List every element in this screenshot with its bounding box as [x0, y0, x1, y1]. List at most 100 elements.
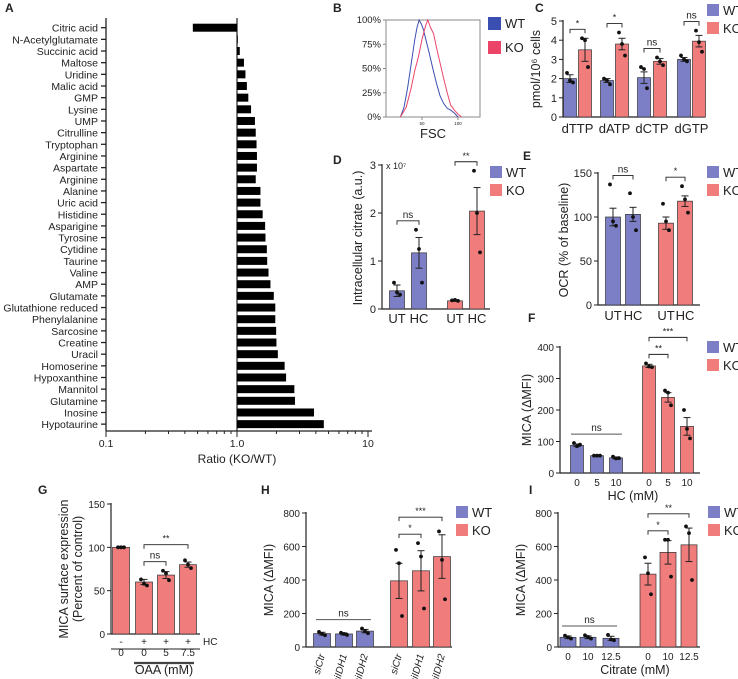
g-hc-indicator: + [163, 637, 169, 648]
f-data-point [666, 390, 670, 395]
h-y-tick-label: 0 [294, 643, 300, 654]
f-bar-group [642, 361, 656, 474]
a-category-label: Glutamate [50, 291, 99, 303]
c-y-axis-label: pmol/10⁶ cells [529, 30, 543, 108]
a-category-label: Sarcosine [51, 326, 98, 338]
e-data-point [634, 228, 638, 233]
a-category-label: Asparigine [48, 221, 98, 233]
a-bar [237, 70, 246, 79]
f-data-point [592, 453, 596, 458]
c-legend-label: WT [723, 3, 738, 18]
c-data-point [639, 65, 643, 69]
f-bar-ko [661, 397, 675, 474]
i-x-tick-label: 12.5 [679, 652, 699, 663]
h-bar-group [335, 630, 353, 648]
h-data-point [443, 597, 447, 602]
c-significance-label: ns [686, 11, 697, 22]
d-data-point [395, 290, 399, 295]
a-bar [237, 350, 278, 359]
a-category-label: Homoserine [41, 361, 98, 373]
i-data-point [583, 633, 587, 638]
c-data-point [586, 65, 590, 69]
e-y-axis-label: OCR (% of baseline) [557, 183, 571, 298]
e-data-point [667, 228, 671, 233]
i-x-tick-label: 12.5 [601, 652, 621, 663]
c-bar-group [637, 65, 651, 118]
f-bar-wt [590, 455, 604, 474]
f-bar-group [590, 453, 604, 474]
c-data-point [700, 49, 704, 54]
d-data-point [392, 280, 396, 285]
h-x-tick-label: siIDH1 [332, 653, 350, 679]
e-data-point [680, 184, 684, 189]
a-category-label: Glutamine [50, 396, 98, 408]
f-significance-bracket [648, 336, 688, 342]
h-data-point [437, 529, 441, 534]
f-x-tick-label: 5 [594, 478, 600, 489]
e-bar-ko [658, 222, 674, 306]
g-x-axis-label: OAA (mM) [135, 663, 193, 677]
a-category-label: Citric acid [52, 23, 98, 35]
c-data-point [682, 57, 686, 62]
f-bar-group [661, 388, 675, 474]
h-significance-bracket [398, 533, 422, 539]
a-category-label: Valine [70, 268, 99, 280]
e-data-point [686, 210, 690, 215]
a-category-label: Uracil [71, 349, 98, 361]
f-bar-ko [642, 365, 656, 474]
h-y-tick-label: 600 [283, 543, 300, 554]
g-hc-indicator: + [141, 637, 147, 648]
c-data-point [620, 42, 624, 46]
h-data-point [360, 626, 364, 631]
b-line-wt [399, 18, 459, 118]
h-x-tick-label: siIDH2 [353, 653, 372, 679]
c-bar-group [578, 36, 592, 118]
a-x-axis-label: Ratio (KO/WT) [198, 452, 277, 466]
i-data-point [669, 574, 673, 579]
a-bar [237, 233, 266, 242]
g-y-tick-label: 150 [88, 500, 105, 511]
b-y-tick-label: 0% [367, 112, 381, 123]
panel-letter-f: F [528, 311, 535, 325]
a-category-label: Histidine [58, 209, 98, 221]
d-bar-ko [447, 300, 463, 310]
d-data-point [456, 298, 460, 303]
c-data-point [602, 76, 606, 81]
b-y-tick-label: 50% [362, 64, 382, 75]
e-legend-swatch-wt [707, 166, 719, 178]
d-x-tick-label: UT [388, 311, 405, 326]
b-legend-swatch-wt [488, 17, 501, 30]
h-legend-swatch-ko [456, 524, 468, 536]
h-y-tick-label: 800 [283, 509, 300, 520]
i-bar-group [680, 524, 698, 648]
c-significance-bracket [643, 48, 661, 53]
a-bar [237, 268, 269, 277]
h-y-tick-label: 200 [283, 610, 300, 621]
i-legend-swatch-wt [708, 506, 720, 518]
c-significance-bracket [606, 23, 623, 28]
e-y-tick-label: 50 [580, 256, 592, 268]
h-data-point [400, 614, 404, 618]
i-bar-group [559, 633, 577, 648]
a-bar [237, 373, 287, 382]
a-category-label: Hypoxanthine [34, 373, 98, 385]
h-data-point [397, 561, 401, 566]
i-data-point [566, 635, 570, 640]
f-data-point [663, 388, 667, 393]
i-data-point [589, 636, 593, 641]
h-data-point [394, 547, 398, 552]
d-data-point [450, 298, 454, 303]
a-bar [237, 140, 257, 149]
a-category-label: Citrulline [57, 128, 98, 140]
c-group-label: dTTP [562, 121, 594, 136]
c-group-label: dGTP [675, 121, 709, 136]
d-legend-swatch-wt [490, 166, 502, 178]
a-category-label: Malic acid [51, 81, 98, 93]
a-bar [237, 116, 255, 125]
f-legend-swatch-wt [707, 341, 719, 353]
g-bar-ko [157, 574, 175, 635]
a-bar [237, 385, 295, 394]
h-bar-group [390, 547, 408, 648]
a-category-label: Creatine [58, 338, 98, 350]
i-significance-bracket [647, 513, 690, 518]
